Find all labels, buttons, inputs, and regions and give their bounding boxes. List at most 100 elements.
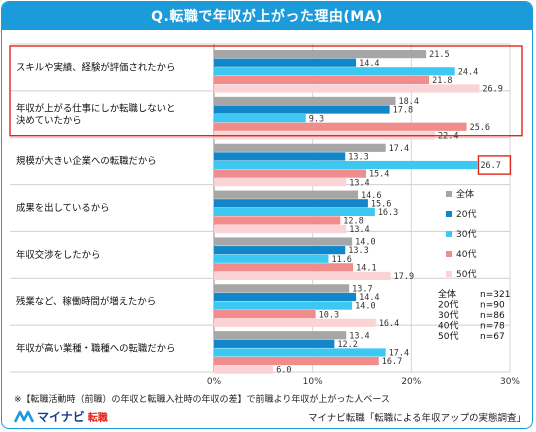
- data-label: 24.4: [458, 67, 478, 77]
- bar: [214, 365, 274, 374]
- legend-swatch: [446, 271, 452, 277]
- legend-label: 30代: [456, 229, 476, 240]
- chart-title: Q.転職で年収が上がった理由(MA): [2, 2, 532, 30]
- sample-group-label: 30代: [438, 310, 458, 321]
- category-label: 成果を出しているから: [16, 202, 109, 214]
- bar: [214, 105, 390, 114]
- bar: [214, 58, 357, 67]
- bar: [214, 152, 346, 161]
- data-label: 15.6: [371, 199, 391, 209]
- legend-swatch: [446, 191, 452, 197]
- bar: [214, 190, 359, 199]
- legend-swatch: [446, 251, 452, 257]
- data-label: 22.4: [438, 131, 458, 141]
- bar: [214, 160, 478, 170]
- data-label: 14.0: [355, 302, 375, 312]
- bar: [214, 237, 353, 246]
- data-label: 9.3: [309, 114, 324, 124]
- bar: [214, 207, 375, 216]
- bar: [214, 246, 346, 255]
- sample-group-label: 20代: [438, 300, 458, 311]
- sample-size-value: n=67: [480, 332, 505, 342]
- bar: [214, 292, 357, 302]
- bar: [214, 339, 335, 348]
- bar: [214, 169, 366, 178]
- data-label: 26.9: [482, 85, 502, 95]
- x-tick-label: 10%: [303, 377, 323, 387]
- mynavi-logo-icon: [14, 410, 34, 423]
- data-label: 14.4: [359, 59, 379, 69]
- legend-label: 50代: [456, 269, 476, 280]
- x-tick-label: 20%: [401, 377, 421, 387]
- bar: [214, 122, 467, 131]
- source-credit: マイナビ転職「転職による年収アップの実態調査」: [307, 413, 526, 424]
- bar: [214, 356, 379, 366]
- data-label: 15.4: [369, 170, 389, 180]
- brand-sub: 転職: [87, 413, 108, 424]
- data-label: 13.4: [349, 225, 369, 235]
- data-label: 21.8: [432, 76, 452, 86]
- brand-name: マイナビ: [37, 410, 85, 424]
- category-label: 残業など、稼働時間が増えたから: [16, 296, 156, 308]
- legend-swatch: [446, 231, 452, 237]
- category-label: 年収が高い業種・職種への転職だから: [16, 343, 175, 355]
- bar: [214, 199, 368, 208]
- bar: [214, 310, 316, 319]
- bar: [214, 331, 347, 340]
- bar: [214, 224, 347, 234]
- legend-label: 全体: [456, 188, 474, 200]
- data-label: 6.0: [276, 366, 291, 376]
- bar: [214, 254, 329, 263]
- bar: [214, 75, 430, 84]
- x-tick-label: 30%: [500, 377, 520, 387]
- legend-label: 20代: [456, 209, 476, 220]
- category-label: 規模が大きい企業への転職だから: [16, 155, 157, 167]
- data-label: 14.4: [359, 293, 379, 303]
- bar: [214, 263, 354, 272]
- sample-group-label: 全体: [438, 288, 456, 300]
- bar: [214, 178, 347, 187]
- sample-size-value: n=321: [480, 290, 510, 300]
- bar: [214, 318, 376, 327]
- bar: [214, 67, 455, 76]
- data-label: 13.3: [348, 153, 368, 163]
- data-label: 12.8: [343, 217, 363, 227]
- data-label: 17.4: [389, 144, 409, 154]
- brand-logo: マイナビ 転職: [14, 408, 108, 425]
- category-label: 年収交渉をしたから: [16, 249, 100, 261]
- data-label: 13.3: [348, 246, 368, 256]
- category-label: 決めていたから: [16, 114, 82, 126]
- highlight-box: [9, 45, 523, 137]
- data-label: 16.7: [382, 357, 402, 367]
- bar: [214, 271, 391, 281]
- data-label: 17.8: [393, 106, 413, 116]
- data-label: 16.4: [379, 319, 399, 329]
- bar: [214, 348, 386, 357]
- sample-group-label: 50代: [438, 331, 458, 342]
- sample-size-value: n=90: [480, 301, 505, 311]
- category-label: スキルや実績、経験が評価されたから: [16, 61, 175, 73]
- bar: [214, 284, 350, 293]
- bar: [214, 84, 480, 93]
- data-label: 16.3: [378, 208, 398, 218]
- bar: [214, 216, 341, 225]
- sample-group-label: 40代: [438, 321, 458, 332]
- sample-size-value: n=86: [480, 311, 505, 321]
- bar: [214, 114, 306, 123]
- x-tick-label: 0%: [207, 377, 222, 387]
- footnote: ※【転職活動時（前職）の年収と転職入社時の年収の差】で前職より年収が上がった人ベ…: [14, 395, 390, 405]
- legend-swatch: [446, 211, 452, 217]
- data-label: 13.7: [352, 284, 372, 294]
- sample-size-value: n=78: [480, 322, 505, 332]
- data-label: 26.7: [480, 161, 500, 171]
- legend-label: 40代: [456, 249, 476, 260]
- bar: [214, 143, 386, 152]
- data-label: 14.0: [355, 238, 375, 248]
- data-label: 14.1: [356, 263, 376, 273]
- data-label: 12.2: [337, 340, 357, 350]
- data-label: 11.6: [331, 255, 351, 265]
- bar: [214, 50, 427, 59]
- data-label: 25.6: [470, 123, 490, 133]
